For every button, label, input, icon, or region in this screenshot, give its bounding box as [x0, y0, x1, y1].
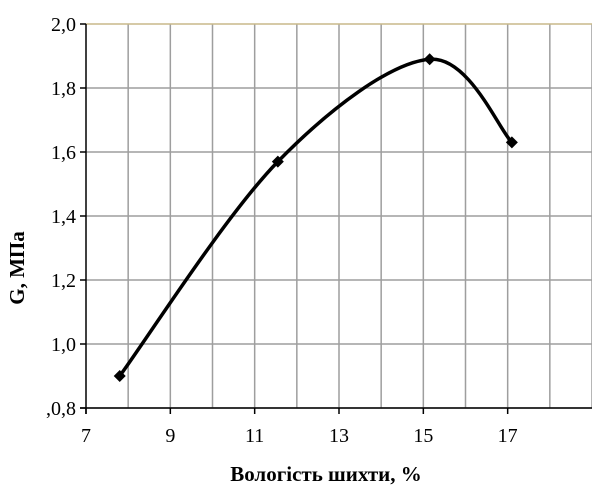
data-point-marker [113, 370, 126, 382]
grid-lines [86, 23, 592, 409]
y-axis-title: G, МПа [5, 231, 29, 305]
x-tick-label: 15 [413, 425, 433, 447]
x-tick-label: 9 [165, 425, 175, 447]
y-tick-label: 1,8 [51, 78, 76, 100]
y-tick-label: 1,0 [51, 334, 76, 356]
data-point-marker [271, 155, 284, 168]
tick-labels: ,0,8 1,0 1,2 1,4 1,6 1,8 2,0 7 9 11 13 15 17 [46, 14, 518, 447]
x-tick-label: 13 [329, 425, 349, 447]
data-point-marker [505, 136, 518, 149]
series-line [117, 57, 514, 378]
y-tick-label: 1,4 [51, 206, 76, 228]
x-axis-title: Вологість шихти, % [230, 462, 422, 486]
axes [80, 23, 592, 414]
y-tick-label: 2,0 [51, 14, 76, 36]
series-layer [113, 53, 518, 382]
y-tick-label: 1,6 [51, 142, 76, 164]
data-point-marker [423, 53, 436, 66]
x-tick-label: 11 [245, 425, 264, 447]
x-tick-label: 17 [498, 425, 518, 447]
x-tick-label: 7 [81, 425, 91, 447]
y-tick-label: ,0,8 [46, 398, 76, 420]
y-tick-label: 1,2 [51, 270, 76, 292]
